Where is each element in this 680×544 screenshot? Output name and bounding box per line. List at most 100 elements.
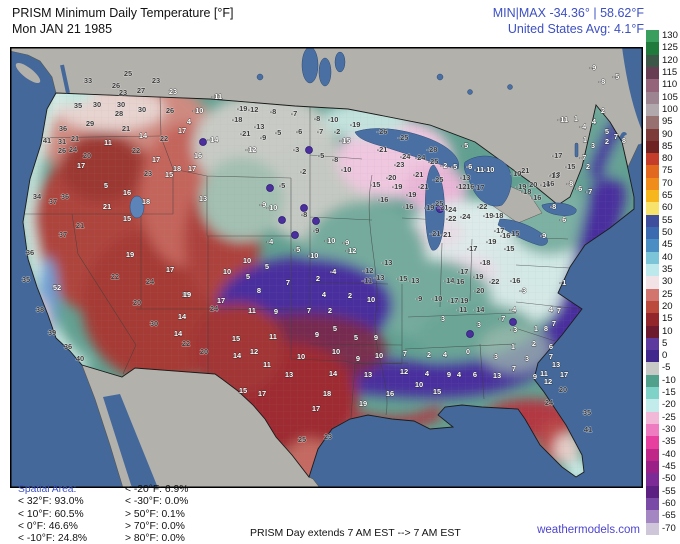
station-value: -15 <box>340 136 351 145</box>
urban-warm-spot <box>199 138 207 146</box>
station-value: 2 <box>586 162 590 171</box>
station-value: 30 <box>150 319 158 328</box>
colorbar-label: 10 <box>662 325 673 337</box>
station-value: -9 <box>313 226 320 235</box>
station-value: 22 <box>182 339 190 348</box>
station-value: -8 <box>332 155 339 164</box>
station-value: -12 <box>456 182 467 191</box>
station-value: 40 <box>76 354 84 363</box>
station-value: -15 <box>397 274 408 283</box>
header-stats: MIN|MAX -34.36° | 58.62°F United States … <box>493 5 644 37</box>
colorbar-swatch <box>646 239 659 252</box>
station-value: 17 <box>188 164 196 173</box>
station-value: 30 <box>117 100 125 109</box>
colorbar-label: 85 <box>662 140 673 152</box>
spatial-stat-line: < 10°F: 60.5% <box>18 508 84 520</box>
colorbar-label: 105 <box>662 91 678 103</box>
urban-warm-spot <box>466 330 474 338</box>
station-value: -16 <box>510 276 521 285</box>
station-value: -7 <box>291 109 298 118</box>
station-value: 10 <box>415 380 423 389</box>
colorbar-label: -35 <box>662 436 676 448</box>
colorbar-label: -60 <box>662 497 676 509</box>
station-value: -20 <box>527 180 538 189</box>
station-value: 5 <box>605 127 609 136</box>
station-value: -16 <box>540 180 551 189</box>
colorbar-row: 115 <box>646 66 678 80</box>
canadian-lake <box>436 73 444 81</box>
urban-warm-spot <box>436 205 444 213</box>
station-value: -25 <box>398 133 409 142</box>
colorbar-swatch <box>646 91 659 104</box>
station-value: 11 <box>269 332 277 341</box>
page-date: Mon JAN 21 1985 <box>12 22 113 36</box>
station-value: 20 <box>200 347 208 356</box>
station-value: 4 <box>457 370 462 379</box>
station-value: 7 <box>557 306 561 315</box>
station-value: -17 <box>552 151 563 160</box>
station-value: 30 <box>93 100 101 109</box>
station-value: -10 <box>511 169 522 178</box>
station-value: 15 <box>123 214 131 223</box>
colorbar-swatch <box>646 325 659 338</box>
colorbar-swatch <box>646 177 659 191</box>
puget-sound <box>60 64 70 94</box>
station-value: 18 <box>323 389 331 398</box>
station-value: 9 <box>374 333 378 342</box>
colorbar-swatch <box>646 473 659 486</box>
station-value: 20 <box>83 151 91 160</box>
colorbar-row: 90 <box>646 128 678 141</box>
colorbar-label: 25 <box>662 288 673 300</box>
colorbar-label: 75 <box>662 165 673 177</box>
station-value: -9 <box>540 231 547 240</box>
colorbar-row: -20 <box>646 399 678 412</box>
station-value: -24 <box>415 153 427 162</box>
station-value: -17 <box>448 296 459 305</box>
station-value: 29 <box>86 119 94 128</box>
station-value: -5 <box>613 72 620 81</box>
colorbar-label: 80 <box>662 153 673 165</box>
colorbar-swatch <box>646 103 659 117</box>
station-value: 13 <box>199 194 207 203</box>
colorbar-swatch <box>646 436 659 449</box>
station-value: 39 <box>48 328 56 337</box>
station-value: 10 <box>223 267 231 276</box>
station-value: -11 <box>558 115 568 124</box>
colorbar-swatch <box>646 448 659 461</box>
colorbar-swatch <box>646 227 659 240</box>
station-value: 19 <box>359 399 367 408</box>
colorbar-row: 60 <box>646 202 678 215</box>
station-value: 11 <box>104 138 112 147</box>
colorbar-label: 70 <box>662 177 673 189</box>
station-value: -4 <box>510 305 517 314</box>
colorbar-label: 130 <box>662 30 678 41</box>
station-value: 13 <box>285 370 293 379</box>
station-value: 25 <box>124 69 132 78</box>
colorbar-row: 55 <box>646 214 678 227</box>
colorbar-label: 15 <box>662 313 673 325</box>
station-value: -11 <box>457 305 467 314</box>
colorbar-label: 100 <box>662 103 678 115</box>
station-value: -24 <box>460 212 472 221</box>
station-value: 26 <box>112 81 120 90</box>
station-value: -5 <box>275 128 282 137</box>
us-national-border <box>22 92 635 478</box>
station-value: 4 <box>322 290 327 299</box>
station-value: 17 <box>178 126 186 135</box>
station-value: -19 <box>424 203 435 212</box>
station-value: 17 <box>312 404 320 413</box>
lake-champlain <box>574 142 579 158</box>
colorbar-row: 70 <box>646 177 678 191</box>
station-value: 14 <box>139 131 148 140</box>
station-value: 15 <box>433 387 441 396</box>
station-value: 15 <box>182 290 190 299</box>
colorbar-row: -55 <box>646 485 678 498</box>
map-frame <box>10 47 643 488</box>
station-value: 4 <box>443 350 448 359</box>
station-value: -12 <box>246 145 257 154</box>
urban-warm-spot <box>291 231 299 239</box>
station-value: -14 <box>474 305 486 314</box>
station-value: 14 <box>233 351 242 360</box>
colorbar-row: -15 <box>646 387 678 400</box>
station-value: 11 <box>540 369 548 378</box>
